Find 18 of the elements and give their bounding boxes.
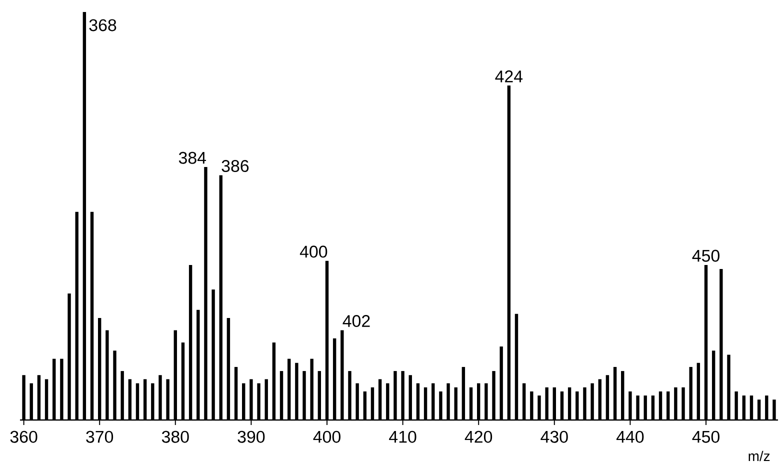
x-tick-label: 450 [692, 430, 720, 443]
x-tick-label: 380 [162, 430, 189, 443]
annotation: 400 [300, 246, 328, 258]
annotation: 386 [222, 160, 249, 172]
annotation: 368 [89, 19, 116, 32]
x-axis-title: m/z [748, 450, 770, 462]
x-tick-label: 400 [313, 430, 340, 443]
annotation: 450 [692, 250, 720, 262]
x-tick-label: 370 [86, 430, 114, 443]
x-tick-label: 440 [616, 430, 644, 443]
annotation: 402 [342, 315, 370, 328]
x-tick-label: 410 [389, 430, 416, 443]
x-tick-label: 430 [540, 430, 568, 443]
annotation: 384 [178, 152, 206, 164]
annotation: 424 [495, 70, 523, 82]
x-tick-label: 360 [10, 430, 38, 443]
x-tick-label: 420 [464, 430, 492, 443]
x-tick-label: 390 [238, 430, 265, 443]
